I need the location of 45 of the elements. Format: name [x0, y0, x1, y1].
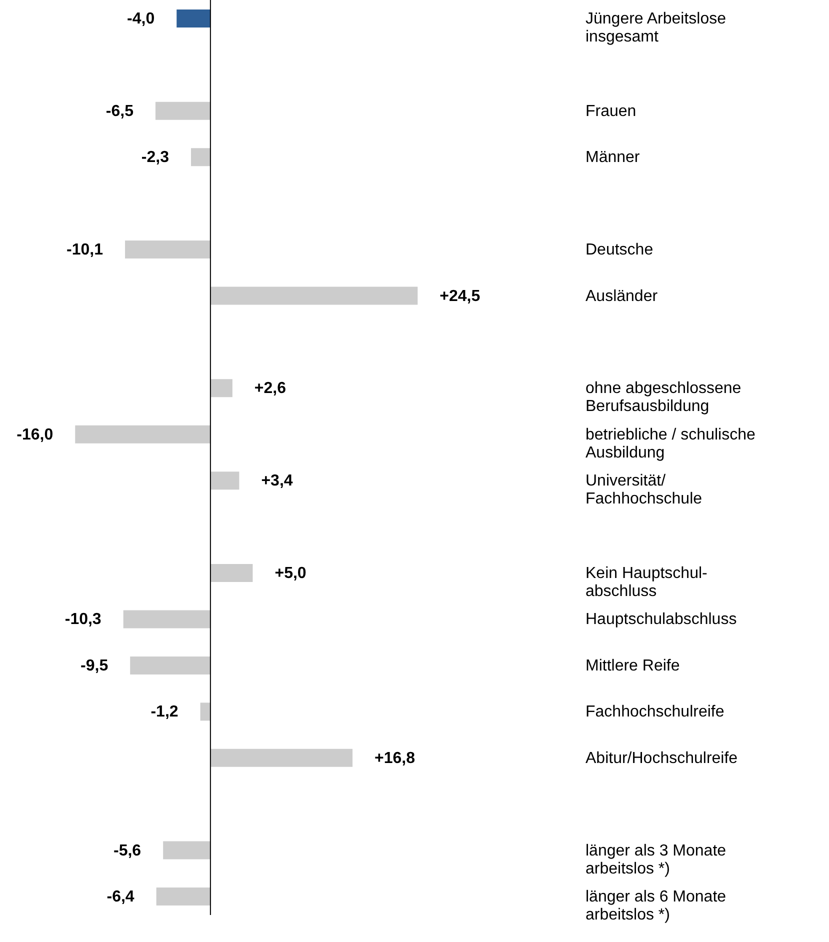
data-label: -6,5 — [106, 102, 134, 120]
data-label: -4,0 — [127, 10, 155, 28]
bar — [75, 425, 210, 444]
data-label: +3,4 — [261, 472, 293, 490]
bar — [210, 379, 232, 398]
data-label: -10,1 — [66, 242, 104, 259]
bar — [210, 286, 418, 305]
bar — [130, 656, 210, 674]
y-tick-label: Abitur/Hochschulreife — [586, 750, 738, 767]
data-label: -6,4 — [106, 888, 134, 906]
y-tick-label: Universität/ Fachhochschule — [586, 472, 702, 508]
y-tick-label: länger als 3 Monate arbeitslos *) — [586, 842, 726, 878]
bar — [210, 472, 240, 490]
bar — [176, 9, 210, 28]
y-tick-label: ohne abgeschlossene Berufsausbildung — [586, 380, 742, 416]
y-tick-label: Hauptschulabschluss — [586, 611, 737, 628]
data-label: -1,2 — [150, 704, 178, 721]
y-tick-label: Ausländer — [586, 288, 658, 305]
y-tick-label: betriebliche / schulische Ausbildung — [586, 426, 756, 462]
data-label: -2,3 — [141, 149, 170, 166]
y-tick-label: Fachhochschulreife — [586, 704, 724, 721]
bar — [210, 748, 353, 767]
bar — [210, 564, 253, 582]
bar — [155, 102, 210, 120]
bar — [200, 702, 210, 721]
y-tick-label: Jüngere Arbeitslose insgesamt — [586, 10, 726, 46]
bar — [156, 888, 210, 906]
data-label: -16,0 — [16, 426, 54, 444]
bar — [123, 610, 210, 628]
data-label: -5,6 — [114, 842, 142, 860]
y-tick-label: Frauen — [586, 102, 636, 120]
y-tick-label: Deutsche — [586, 242, 654, 259]
y-tick-label: länger als 6 Monate arbeitslos *) — [586, 888, 726, 924]
data-label: -10,3 — [64, 611, 102, 628]
y-tick-label: Kein Hauptschul- abschluss — [586, 565, 708, 600]
bar — [163, 841, 210, 860]
bar — [190, 148, 210, 166]
data-label: +2,6 — [254, 380, 286, 398]
data-label: +24,5 — [440, 288, 480, 305]
data-label: +5,0 — [274, 565, 306, 582]
y-tick-label: Männer — [586, 149, 640, 166]
data-label: -9,5 — [80, 657, 108, 674]
y-tick-label: Mittlere Reife — [586, 657, 680, 674]
bar — [125, 240, 210, 259]
data-label: +16,8 — [374, 750, 416, 767]
